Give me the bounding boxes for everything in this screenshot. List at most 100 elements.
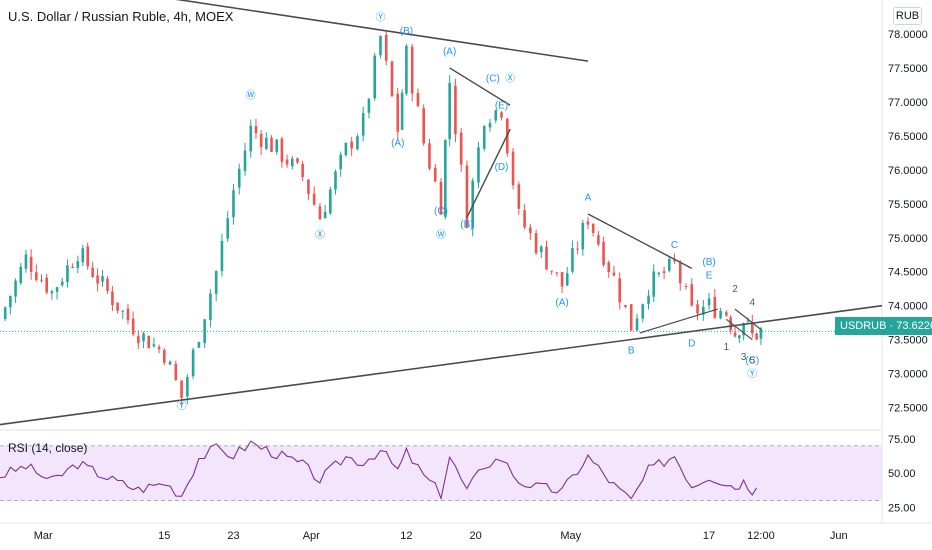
grid — [0, 0, 932, 524]
candle-body — [220, 241, 224, 272]
candle-body — [312, 193, 316, 205]
candle-body — [742, 323, 745, 336]
candle-body — [746, 320, 750, 322]
y-tick-label: 78.0000 — [888, 29, 928, 41]
wave-label: (E) — [495, 101, 508, 112]
x-tick-label: Jun — [830, 530, 848, 542]
candle-body — [361, 113, 365, 136]
candle-body — [356, 136, 359, 150]
candle-body — [465, 165, 469, 228]
wave-label: Ⓨ — [375, 11, 385, 23]
candle-body — [729, 317, 732, 331]
y-tick-label: 75.0000 — [888, 233, 928, 245]
candle-body — [733, 332, 737, 337]
candle-body — [555, 272, 559, 274]
candle-body — [76, 261, 80, 268]
candle-body — [696, 304, 699, 314]
candle-body — [488, 122, 492, 128]
y-tick-label: 74.5000 — [888, 267, 928, 279]
wave-label: (A) — [555, 298, 568, 309]
candle-body — [19, 266, 23, 283]
wave-label: (D) — [495, 162, 509, 173]
candle-body — [738, 335, 741, 339]
candle-body — [168, 361, 172, 365]
candle-body — [576, 248, 579, 250]
candle-body — [3, 307, 7, 319]
candle-body — [373, 55, 377, 99]
candle-body — [152, 344, 156, 347]
y-tick-label: 77.5000 — [888, 63, 928, 75]
trendline — [587, 213, 693, 269]
x-tick-label: 20 — [469, 530, 481, 542]
candle-body — [111, 291, 114, 306]
wave-label: B — [628, 345, 635, 356]
chart-title: U.S. Dollar / Russian Ruble, 4h, MOEX — [8, 9, 234, 24]
candle-body — [350, 141, 353, 149]
wave-labels: Ⓨ Ⓦ Ⓧ Ⓨ (A) (B) (C) Ⓦ (A) (B) (D) (E) (C) Ⓧ A (A) B C D E (B… — [177, 11, 760, 412]
trendline — [725, 318, 753, 341]
candle-body — [180, 380, 183, 398]
x-tick-label: Mar — [34, 530, 53, 542]
candle-body — [318, 206, 322, 220]
x-tick-label: Apr — [303, 530, 320, 542]
candle-body — [511, 151, 515, 186]
candle-body — [459, 132, 463, 165]
wave-label: (B) — [400, 26, 413, 37]
candle-body — [55, 287, 59, 292]
candle-body — [296, 158, 299, 163]
candle-body — [690, 284, 694, 306]
candle-body — [534, 233, 538, 254]
wave-label: Ⓨ — [747, 368, 757, 380]
candle-body — [759, 328, 763, 339]
candle-body — [701, 306, 705, 315]
candle-body — [131, 318, 135, 335]
candle-body — [106, 278, 109, 291]
trendline — [175, 0, 589, 62]
candle-body — [433, 167, 437, 182]
candle-body — [652, 271, 656, 297]
y-axis-labels: 78.0000 77.5000 77.0000 76.5000 76.0000 75.50… — [888, 29, 928, 415]
trendline — [734, 308, 762, 330]
wave-label: 3 — [741, 352, 747, 363]
candle-body — [635, 318, 639, 331]
candle-body — [157, 346, 161, 350]
candle-body — [684, 285, 688, 287]
candle-body — [673, 259, 676, 262]
candle-body — [91, 267, 94, 277]
candle-body — [662, 271, 666, 273]
candle-body — [581, 222, 585, 250]
rsi-tick-label: 50.00 — [888, 468, 916, 480]
wave-label: 1 — [724, 342, 730, 353]
candle-body — [137, 336, 140, 344]
candle-body — [191, 349, 195, 377]
candle-body — [586, 221, 590, 225]
rsi-line — [0, 440, 758, 501]
candle-body — [101, 276, 104, 282]
wave-label: Ⓦ — [436, 229, 446, 241]
candle-body — [81, 248, 85, 263]
candle-body — [121, 310, 125, 312]
wave-label: (A) — [443, 46, 456, 57]
y-tick-label: 73.5000 — [888, 335, 928, 347]
wave-label: 2 — [732, 284, 738, 295]
candle-body — [422, 108, 426, 144]
currency-button[interactable]: RUB — [893, 7, 922, 25]
candle-body — [540, 246, 543, 253]
candle-body — [45, 277, 48, 293]
candle-body — [755, 333, 758, 340]
candle-body — [96, 275, 99, 284]
candle-body — [344, 142, 348, 156]
candle-body — [379, 36, 382, 56]
candle-body — [40, 279, 43, 281]
rsi-tick-label: 75.00 — [888, 434, 916, 446]
candle-body — [523, 210, 526, 228]
x-tick-label: 17 — [703, 530, 715, 542]
trendlines — [0, 0, 883, 426]
trendline — [449, 67, 511, 106]
candles — [0, 30, 835, 405]
candle-body — [725, 312, 728, 316]
candle-body — [126, 308, 130, 321]
candle-body — [647, 295, 650, 304]
candle-body — [618, 278, 622, 303]
candle-body — [162, 350, 166, 363]
